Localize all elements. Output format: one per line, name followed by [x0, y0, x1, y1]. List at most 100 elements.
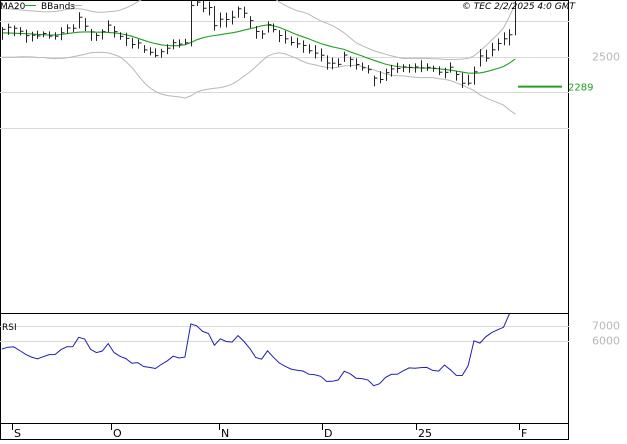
rsi-tick-label: 7000 — [592, 320, 620, 333]
price-bar — [456, 71, 460, 81]
price-bar — [374, 75, 378, 87]
price-bar — [167, 44, 171, 55]
main-plot-frame — [0, 0, 569, 440]
date-axis-ticks: S O N D 25 F — [12, 424, 527, 440]
price-bar — [26, 29, 30, 43]
price-bar — [179, 39, 183, 48]
price-bar — [14, 25, 18, 37]
price-bar — [386, 68, 390, 81]
price-bar — [120, 32, 124, 40]
bollinger-bands — [1, 0, 516, 115]
price-bar — [8, 23, 12, 35]
price-bar — [61, 27, 65, 41]
price-bar — [273, 23, 277, 33]
price-tick-label: 2500 — [592, 51, 620, 64]
ma20-line — [2, 24, 516, 74]
price-bar — [214, 5, 218, 31]
price-bar — [85, 18, 89, 31]
price-bar — [150, 47, 154, 56]
ma20-line-group — [2, 24, 516, 74]
price-bar — [226, 12, 230, 28]
legend-bbands-label: BBands — [41, 2, 75, 12]
price-bar — [450, 62, 454, 73]
date-tick-label: D — [324, 427, 332, 440]
price-bar — [197, 0, 201, 6]
price-bar — [138, 39, 142, 49]
price-bar — [203, 0, 207, 13]
price-bar — [55, 32, 59, 40]
price-bar — [468, 74, 472, 86]
price-bar — [220, 12, 224, 28]
price-bar — [380, 71, 384, 84]
date-tick-label: O — [113, 427, 122, 440]
price-bar — [20, 27, 24, 36]
price-bar — [262, 30, 266, 39]
price-bar — [191, 0, 195, 47]
source-timestamp: © TEC 2/2/2025 4:0 GMT — [462, 2, 577, 12]
price-bar — [108, 20, 112, 33]
price-bar — [173, 39, 177, 50]
price-bar — [155, 48, 159, 58]
price-axis-ticks: 25003000350060007000 — [592, 51, 620, 348]
price-bar — [391, 64, 395, 77]
price-bar — [185, 38, 189, 45]
price-bar — [368, 65, 372, 74]
price-bar — [415, 63, 419, 73]
price-bar — [445, 67, 449, 79]
price-bar — [321, 48, 325, 62]
price-bar — [309, 44, 313, 54]
price-bar — [362, 62, 366, 71]
price-bar — [126, 32, 130, 46]
price-bar — [303, 40, 307, 53]
price-bar — [285, 30, 289, 44]
level-lines: 30042289 — [518, 83, 593, 94]
price-bar — [492, 42, 496, 57]
price-bar — [350, 56, 354, 68]
price-bar — [327, 55, 331, 70]
price-bar — [161, 48, 165, 58]
price-bar — [297, 37, 301, 48]
price-bar — [114, 25, 118, 38]
price-bar — [409, 64, 413, 73]
price-bar — [315, 45, 319, 59]
price-bar — [250, 16, 254, 29]
price-bar — [2, 26, 6, 40]
price-bar — [132, 37, 136, 49]
date-tick-label: N — [221, 427, 229, 440]
price-bar — [509, 29, 513, 46]
price-bar — [67, 24, 71, 34]
price-bar — [403, 64, 407, 73]
price-bar — [256, 25, 260, 39]
price-bar — [102, 29, 106, 40]
date-tick-label: 25 — [418, 427, 432, 440]
price-bar — [291, 36, 295, 46]
price-bar — [279, 30, 283, 43]
price-bar — [91, 28, 95, 41]
rsi-panel-title: RSI — [2, 323, 17, 333]
price-bar — [397, 62, 401, 73]
grid-lines — [0, 21, 569, 342]
price-bar — [338, 58, 342, 67]
price-bar — [43, 31, 47, 38]
price-bar — [486, 49, 490, 62]
price-bar — [268, 21, 272, 33]
price-bar — [433, 65, 437, 72]
price-bar — [498, 38, 502, 51]
price-bar — [232, 10, 236, 25]
price-bar — [356, 58, 360, 70]
price-bar — [32, 31, 36, 42]
rsi-panel — [1, 313, 510, 387]
support-level-label: 2289 — [568, 83, 593, 94]
price-bar — [238, 6, 242, 18]
price-bar — [480, 49, 484, 67]
price-bar — [144, 45, 148, 53]
date-tick-label: S — [14, 427, 21, 440]
price-bar — [344, 51, 348, 62]
price-bar — [504, 32, 508, 46]
price-bar — [37, 30, 41, 39]
price-bar — [332, 57, 336, 70]
price-bar — [462, 72, 466, 89]
price-bar — [79, 12, 83, 29]
date-tick-label: F — [521, 427, 527, 440]
